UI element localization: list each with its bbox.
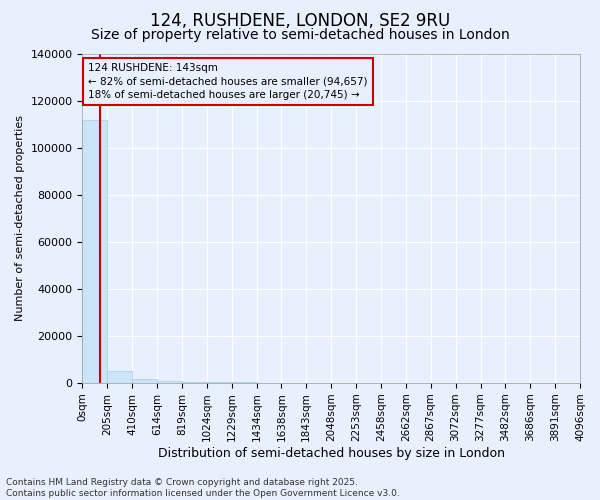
- Text: 124 RUSHDENE: 143sqm
← 82% of semi-detached houses are smaller (94,657)
18% of s: 124 RUSHDENE: 143sqm ← 82% of semi-detac…: [88, 64, 368, 100]
- Text: Size of property relative to semi-detached houses in London: Size of property relative to semi-detach…: [91, 28, 509, 42]
- Bar: [232, 382, 257, 383]
- Text: Contains HM Land Registry data © Crown copyright and database right 2025.
Contai: Contains HM Land Registry data © Crown c…: [6, 478, 400, 498]
- Bar: [107, 371, 132, 383]
- Bar: [207, 382, 232, 383]
- Bar: [132, 380, 157, 383]
- X-axis label: Distribution of semi-detached houses by size in London: Distribution of semi-detached houses by …: [158, 447, 505, 460]
- Y-axis label: Number of semi-detached properties: Number of semi-detached properties: [15, 116, 25, 322]
- Bar: [157, 381, 182, 383]
- Bar: [182, 382, 207, 383]
- Bar: [82, 120, 107, 383]
- Text: 124, RUSHDENE, LONDON, SE2 9RU: 124, RUSHDENE, LONDON, SE2 9RU: [150, 12, 450, 30]
